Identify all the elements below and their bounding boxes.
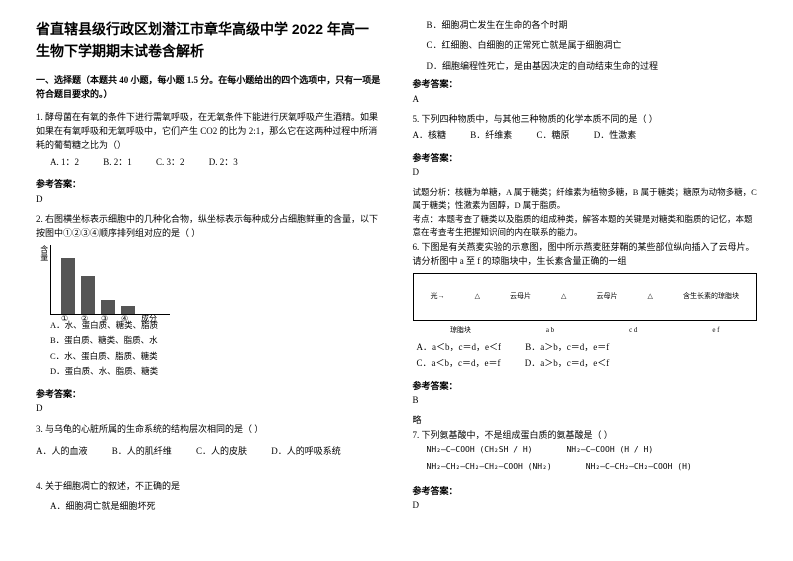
q2-opt-a: A．水、蛋白质、糖类、脂质 [50, 319, 381, 333]
q2-opt-c: C．水、蛋白质、脂质、糖类 [50, 350, 381, 364]
chart-xlabel-extra: 成分 [141, 313, 157, 326]
q7-chem-c: NH₂—CH₂—CH₂—CH₂—COOH (NH₂) [427, 461, 552, 474]
q2-answer: D [36, 401, 381, 415]
section-1-header: 一、选择题（本题共 40 小题，每小题 1.5 分。在每小题给出的四个选项中，只… [36, 73, 381, 102]
q2-options: A．水、蛋白质、糖类、脂质 B．蛋白质、糖类、脂质、水 C．水、蛋白质、脂质、糖… [50, 319, 381, 379]
q1-opt-c: C. 3：2 [156, 157, 185, 167]
q6-text: 6. 下图是有关燕麦实验的示意图，图中所示燕麦胚芽鞘的某些部位纵向插入了云母片。… [413, 240, 758, 269]
answer-label-6: 参考答案： [413, 379, 758, 393]
q2-bar-chart: 含量 成分 ①②③④ [50, 245, 170, 315]
q5-opt-d: D．性激素 [594, 130, 637, 140]
answer-label-4: 参考答案： [413, 77, 758, 91]
q3-opt-d: D．人的呼吸系统 [271, 446, 341, 456]
q5-answer: D [413, 165, 758, 179]
diagram-ym-1: 云母片 [510, 291, 531, 302]
q3-options: A．人的血液 B．人的肌纤维 C．人的皮肤 D．人的呼吸系统 [36, 444, 381, 458]
question-2: 2. 右图横坐标表示细胞中的几种化合物，纵坐标表示每种成分占细胞鲜重的含量，以下… [36, 212, 381, 379]
q1-opt-a: A. 1：2 [50, 157, 79, 167]
chart-bar [81, 276, 95, 314]
q6-options-row1: A．a＜b，c＝d，e＜f B．a＞b，c＝d，e＝f [417, 340, 758, 354]
diagram-shape-2: △ [561, 291, 566, 302]
diagram-ym-2: 云母片 [596, 291, 617, 302]
q7-chem-row1: NH₂—C—COOH (CH₂SH / H) NH₂—C—COOH (H / H… [413, 442, 758, 459]
diagram-note: 含生长素的琼脂块 [683, 291, 739, 302]
q6-opt-c: C．a＜b，c＝d，e＝f [417, 358, 501, 368]
question-5: 5. 下列四种物质中，与其他三种物质的化学本质不同的是（ ） A．核糖 B．纤维… [413, 112, 758, 143]
question-1: 1. 酵母菌在有氧的条件下进行需氧呼吸，在无氧条件下能进行厌氧呼吸产生酒精。如果… [36, 110, 381, 170]
diagram-light: 光→ [431, 291, 445, 302]
q4-opt-c: C．红细胞、白细胞的正常死亡就是属于细胞凋亡 [427, 38, 758, 52]
q3-opt-c: C．人的皮肤 [196, 446, 247, 456]
chart-bar-label: ④ [121, 313, 128, 326]
q1-options: A. 1：2 B. 2：1 C. 3：2 D. 2：3 [50, 155, 381, 169]
left-column: 省直辖县级行政区划潜江市章华高级中学 2022 年高一生物下学期期末试卷含解析 … [28, 18, 397, 543]
q5-opt-a: A．核糖 [413, 130, 447, 140]
chart-bar-label: ① [61, 313, 68, 326]
q6-opt-b: B．a＞b，c＝d，e＝f [525, 342, 609, 352]
q7-chem-b: NH₂—C—COOH (H / H) [566, 444, 653, 457]
diagram-shape-1: △ [475, 291, 480, 302]
q2-opt-b: B．蛋白质、糖类、脂质、水 [50, 334, 381, 348]
q4-text: 4. 关于细胞凋亡的叙述，不正确的是 [36, 479, 381, 493]
q3-opt-b: B．人的肌纤维 [112, 446, 172, 456]
chart-bar [61, 258, 75, 314]
question-6: 6. 下图是有关燕麦实验的示意图，图中所示燕麦胚芽鞘的某些部位纵向插入了云母片。… [413, 240, 758, 371]
q7-chem-row2: NH₂—CH₂—CH₂—CH₂—COOH (NH₂) NH₂—C—CH₂—CH₂… [413, 459, 758, 476]
chart-ylabel: 含量 [37, 245, 50, 261]
diagram-ab: a b [546, 325, 554, 336]
q2-opt-d: D．蛋白质、水、脂质、糖类 [50, 365, 381, 379]
q5-opt-b: B．纤维素 [470, 130, 512, 140]
q6-diagram: 光→ △ 云母片 △ 云母片 △ 含生长素的琼脂块 [413, 273, 758, 321]
q1-opt-d: D. 2：3 [209, 157, 238, 167]
q4-answer: A [413, 92, 758, 106]
q1-text: 1. 酵母菌在有氧的条件下进行需氧呼吸，在无氧条件下能进行厌氧呼吸产生酒精。如果… [36, 110, 381, 153]
answer-label-1: 参考答案： [36, 177, 381, 191]
diagram-shape-3: △ [648, 291, 653, 302]
q5-text: 5. 下列四种物质中，与其他三种物质的化学本质不同的是（ ） [413, 112, 758, 126]
q1-opt-b: B. 2：1 [103, 157, 132, 167]
question-4: 4. 关于细胞凋亡的叙述，不正确的是 A．细胞凋亡就是细胞坏死 [36, 479, 381, 514]
q3-text: 3. 与乌龟的心脏所属的生命系统的结构层次相同的是（ ） [36, 422, 381, 436]
q1-answer: D [36, 192, 381, 206]
question-7: 7. 下列氨基酸中，不是组成蛋白质的氨基酸是（ ） NH₂—C—COOH (CH… [413, 428, 758, 476]
q7-chem-d: NH₂—C—CH₂—CH₂—COOH (H) [586, 461, 692, 474]
answer-label-7: 参考答案： [413, 484, 758, 498]
diagram-qz: 琼脂块 [450, 325, 471, 336]
chart-bar-label: ② [81, 313, 88, 326]
chart-bar [101, 300, 115, 314]
q7-chem-a: NH₂—C—COOH (CH₂SH / H) [427, 444, 533, 457]
q2-text: 2. 右图横坐标表示细胞中的几种化合物，纵坐标表示每种成分占细胞鲜重的含量，以下… [36, 212, 381, 241]
exam-title: 省直辖县级行政区划潜江市章华高级中学 2022 年高一生物下学期期末试卷含解析 [36, 18, 381, 63]
q5-analysis-2: 考点：本题考查了糖类以及脂质的组成种类，解答本题的关键是对糖类和脂质的记忆，本题… [413, 213, 758, 240]
right-column: B．细胞凋亡发生在生命的各个时期 C．红细胞、白细胞的正常死亡就是属于细胞凋亡 … [397, 18, 766, 543]
q4-opt-a: A．细胞凋亡就是细胞坏死 [50, 499, 381, 513]
q5-analysis-1: 试题分析：核糖为单糖，A 属于糖类；纤维素为植物多糖，B 属于糖类；糖原为动物多… [413, 186, 758, 213]
q6-opt-a: A．a＜b，c＝d，e＜f [417, 342, 501, 352]
q7-answer: D [413, 498, 758, 512]
q4-opt-d: D．细胞编程性死亡，是由基因决定的自动结束生命的过程 [427, 59, 758, 73]
q5-opt-c: C．糖原 [537, 130, 570, 140]
answer-label-2: 参考答案： [36, 387, 381, 401]
q5-options: A．核糖 B．纤维素 C．糖原 D．性激素 [413, 128, 758, 142]
q6-note: 略 [413, 413, 758, 427]
q6-options-row2: C．a＜b，c＝d，e＝f D．a＞b，c＝d，e＜f [417, 356, 758, 370]
diagram-ef: e f [712, 325, 719, 336]
answer-label-5: 参考答案： [413, 151, 758, 165]
q6-diagram-labels: 琼脂块 a b c d e f [413, 325, 758, 336]
q6-opt-d: D．a＞b，c＝d，e＜f [525, 358, 609, 368]
q6-answer: B [413, 393, 758, 407]
q4-opt-b: B．细胞凋亡发生在生命的各个时期 [427, 18, 758, 32]
q3-opt-a: A．人的血液 [36, 446, 88, 456]
diagram-cd: c d [629, 325, 637, 336]
q7-text: 7. 下列氨基酸中，不是组成蛋白质的氨基酸是（ ） [413, 428, 758, 442]
chart-bar-label: ③ [101, 313, 108, 326]
question-3: 3. 与乌龟的心脏所属的生命系统的结构层次相同的是（ ） A．人的血液 B．人的… [36, 422, 381, 459]
